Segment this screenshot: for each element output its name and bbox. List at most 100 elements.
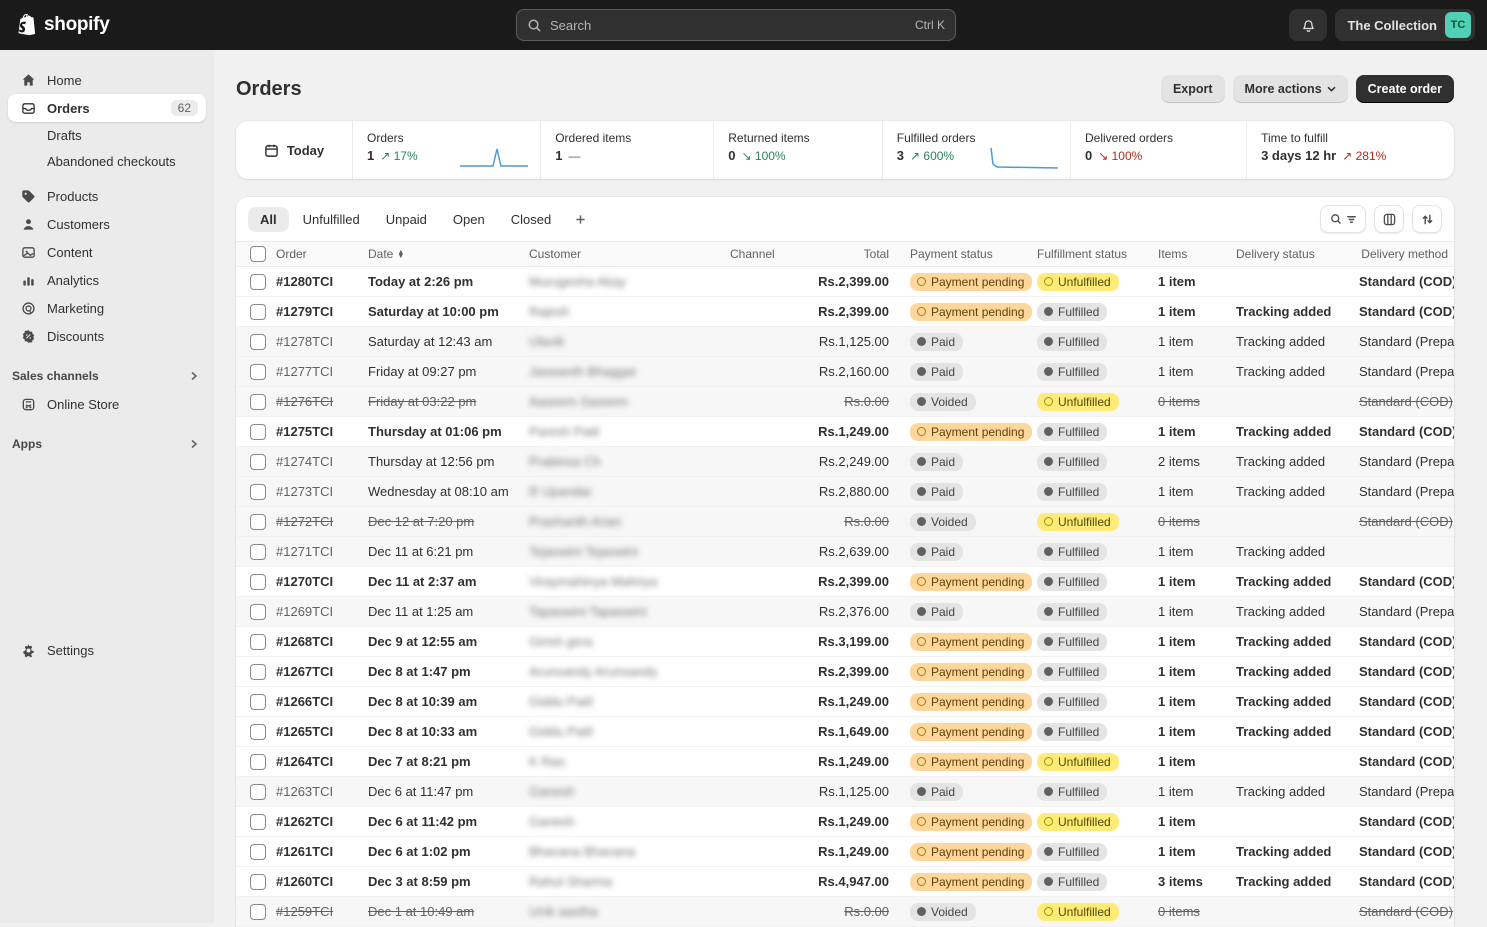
- order-row[interactable]: #1275TCI Thursday at 01:06 pm Paresh Pat…: [236, 417, 1454, 447]
- sidebar-section-apps[interactable]: Apps: [8, 430, 206, 458]
- order-row[interactable]: #1274TCI Thursday at 12:56 pm Prabinsa C…: [236, 447, 1454, 477]
- order-row[interactable]: #1277TCI Friday at 09:27 pm Jaswanth Bha…: [236, 357, 1454, 387]
- order-row[interactable]: #1267TCI Dec 8 at 1:47 pm Arunoandy Arun…: [236, 657, 1454, 687]
- order-id[interactable]: #1280TCI: [276, 274, 368, 289]
- row-checkbox[interactable]: [250, 544, 266, 560]
- notifications-button[interactable]: [1289, 9, 1327, 41]
- order-row[interactable]: #1279TCI Saturday at 10:00 pm Rajesh Rs.…: [236, 297, 1454, 327]
- order-id[interactable]: #1275TCI: [276, 424, 368, 439]
- column-order[interactable]: Order: [276, 247, 368, 261]
- row-checkbox[interactable]: [250, 364, 266, 380]
- order-id[interactable]: #1277TCI: [276, 364, 368, 379]
- column-date[interactable]: Date▲▼: [368, 247, 529, 261]
- order-row[interactable]: #1270TCI Dec 11 at 2:37 am Viraymahinya …: [236, 567, 1454, 597]
- metric-fulfilled-orders[interactable]: Fulfilled orders 3600%: [882, 121, 1070, 179]
- metric-ordered-items[interactable]: Ordered items 1—: [540, 121, 713, 179]
- row-checkbox[interactable]: [250, 634, 266, 650]
- order-id[interactable]: #1263TCI: [276, 784, 368, 799]
- sort-button[interactable]: [1412, 205, 1442, 233]
- row-checkbox[interactable]: [250, 454, 266, 470]
- order-id[interactable]: #1279TCI: [276, 304, 368, 319]
- column-items[interactable]: Items: [1158, 247, 1236, 261]
- order-id[interactable]: #1260TCI: [276, 874, 368, 889]
- metric-returned-items[interactable]: Returned items 0100%: [713, 121, 882, 179]
- columns-button[interactable]: [1374, 205, 1404, 233]
- order-row[interactable]: #1276TCI Friday at 03:22 pm Aaseem Sasee…: [236, 387, 1454, 417]
- row-checkbox[interactable]: [250, 694, 266, 710]
- row-checkbox[interactable]: [250, 904, 266, 920]
- sidebar-item-content[interactable]: Content: [8, 238, 206, 266]
- sidebar-item-analytics[interactable]: Analytics: [8, 266, 206, 294]
- order-row[interactable]: #1278TCI Saturday at 12:43 am Ulavik Rs.…: [236, 327, 1454, 357]
- row-checkbox[interactable]: [250, 874, 266, 890]
- column-customer[interactable]: Customer: [529, 247, 730, 261]
- order-id[interactable]: #1267TCI: [276, 664, 368, 679]
- row-checkbox[interactable]: [250, 424, 266, 440]
- row-checkbox[interactable]: [250, 604, 266, 620]
- metric-orders[interactable]: Orders 117%: [352, 121, 540, 179]
- sidebar-item-home[interactable]: Home: [8, 66, 206, 94]
- sidebar-item-online-store[interactable]: Online Store: [8, 390, 206, 418]
- tab-all[interactable]: All: [248, 207, 289, 232]
- row-checkbox[interactable]: [250, 514, 266, 530]
- column-channel[interactable]: Channel: [730, 247, 809, 261]
- row-checkbox[interactable]: [250, 784, 266, 800]
- order-row[interactable]: #1260TCI Dec 3 at 8:59 pm Rahul Sharma R…: [236, 867, 1454, 897]
- order-id[interactable]: #1276TCI: [276, 394, 368, 409]
- order-id[interactable]: #1273TCI: [276, 484, 368, 499]
- row-checkbox[interactable]: [250, 754, 266, 770]
- order-row[interactable]: #1273TCI Wednesday at 08:10 am R Upandar…: [236, 477, 1454, 507]
- order-id[interactable]: #1268TCI: [276, 634, 368, 649]
- row-checkbox[interactable]: [250, 274, 266, 290]
- column-payment-status[interactable]: Payment status: [889, 247, 1037, 261]
- order-row[interactable]: #1262TCI Dec 6 at 11:42 pm Ganesh Rs.1,2…: [236, 807, 1454, 837]
- row-checkbox[interactable]: [250, 724, 266, 740]
- tab-unfulfilled[interactable]: Unfulfilled: [291, 207, 372, 232]
- tab-open[interactable]: Open: [441, 207, 497, 232]
- order-row[interactable]: #1271TCI Dec 11 at 6:21 pm Tejaswini Tej…: [236, 537, 1454, 567]
- metric-delivered-orders[interactable]: Delivered orders 0100%: [1070, 121, 1246, 179]
- order-id[interactable]: #1262TCI: [276, 814, 368, 829]
- add-view-button[interactable]: [565, 209, 596, 230]
- order-id[interactable]: #1278TCI: [276, 334, 368, 349]
- date-range-selector[interactable]: Today: [236, 121, 352, 179]
- sidebar-item-discounts[interactable]: Discounts: [8, 322, 206, 350]
- sidebar-item-customers[interactable]: Customers: [8, 210, 206, 238]
- tab-unpaid[interactable]: Unpaid: [374, 207, 439, 232]
- sidebar-item-abandoned-checkouts[interactable]: Abandoned checkouts: [8, 148, 206, 174]
- shopify-logo[interactable]: shopify: [0, 13, 109, 37]
- sidebar-item-settings[interactable]: Settings: [8, 636, 206, 664]
- order-id[interactable]: #1264TCI: [276, 754, 368, 769]
- column-delivery-method[interactable]: Delivery method: [1359, 247, 1454, 261]
- order-row[interactable]: #1261TCI Dec 6 at 1:02 pm Bhavana Bhavan…: [236, 837, 1454, 867]
- row-checkbox[interactable]: [250, 334, 266, 350]
- order-id[interactable]: #1265TCI: [276, 724, 368, 739]
- more-actions-button[interactable]: More actions: [1233, 75, 1348, 103]
- search-input[interactable]: Search Ctrl K: [516, 9, 956, 41]
- export-button[interactable]: Export: [1161, 75, 1225, 103]
- order-row[interactable]: #1269TCI Dec 11 at 1:25 am Tapaswini Tap…: [236, 597, 1454, 627]
- row-checkbox[interactable]: [250, 814, 266, 830]
- order-row[interactable]: #1263TCI Dec 6 at 11:47 pm Ganesh Rs.1,1…: [236, 777, 1454, 807]
- order-id[interactable]: #1270TCI: [276, 574, 368, 589]
- order-row[interactable]: #1272TCI Dec 12 at 7:20 pm Prashanth Ari…: [236, 507, 1454, 537]
- sidebar-item-products[interactable]: Products: [8, 182, 206, 210]
- account-menu[interactable]: The Collection TC: [1335, 9, 1475, 41]
- order-id[interactable]: #1272TCI: [276, 514, 368, 529]
- order-id[interactable]: #1261TCI: [276, 844, 368, 859]
- search-filter-button[interactable]: [1320, 205, 1366, 233]
- sidebar-section-sales-channels[interactable]: Sales channels: [8, 362, 206, 390]
- order-id[interactable]: #1266TCI: [276, 694, 368, 709]
- column-delivery-status[interactable]: Delivery status: [1236, 247, 1359, 261]
- row-checkbox[interactable]: [250, 394, 266, 410]
- row-checkbox[interactable]: [250, 844, 266, 860]
- sidebar-item-drafts[interactable]: Drafts: [8, 122, 206, 148]
- column-total[interactable]: Total: [809, 247, 889, 261]
- order-row[interactable]: #1264TCI Dec 7 at 8:21 pm K Rao Rs.1,249…: [236, 747, 1454, 777]
- row-checkbox[interactable]: [250, 484, 266, 500]
- order-id[interactable]: #1274TCI: [276, 454, 368, 469]
- create-order-button[interactable]: Create order: [1356, 75, 1454, 103]
- row-checkbox[interactable]: [250, 574, 266, 590]
- column-fulfillment-status[interactable]: Fulfillment status: [1037, 247, 1158, 261]
- row-checkbox[interactable]: [250, 664, 266, 680]
